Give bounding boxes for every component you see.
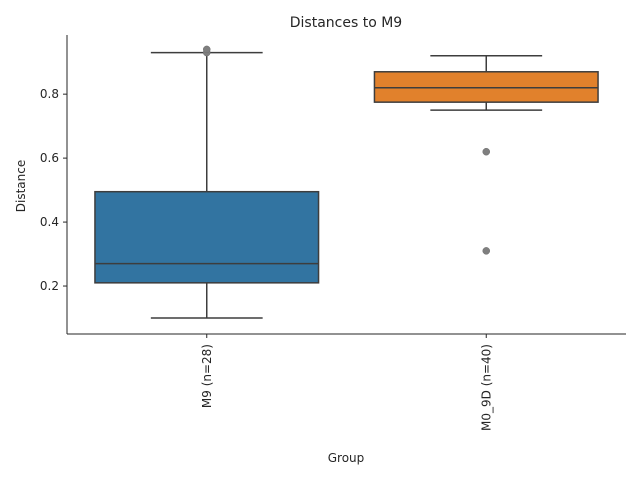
- x-axis-label: Group: [328, 451, 365, 465]
- box-group: [94, 45, 320, 319]
- x-tick-label: M0_9D (n=40): [479, 344, 493, 431]
- y-tick-label: 0.6: [40, 151, 59, 165]
- chart-title: Distances to M9: [290, 15, 402, 31]
- x-tick-label: M9 (n=28): [200, 344, 214, 408]
- outlier-point: [203, 45, 211, 54]
- box-group: [373, 55, 599, 255]
- y-axis-label: Distance: [14, 160, 28, 212]
- y-ticks: 0.2 0.4 0.6 0.8: [40, 87, 67, 293]
- y-tick-label: 0.8: [40, 87, 59, 101]
- outlier-point: [482, 247, 490, 255]
- boxes: [94, 45, 599, 319]
- x-ticks: M9 (n=28) M0_9D (n=40): [200, 334, 493, 431]
- iqr-box: [94, 190, 320, 284]
- y-tick-label: 0.4: [40, 215, 59, 229]
- y-tick-label: 0.2: [40, 279, 59, 293]
- iqr-box: [373, 71, 599, 103]
- outlier-point: [482, 147, 490, 156]
